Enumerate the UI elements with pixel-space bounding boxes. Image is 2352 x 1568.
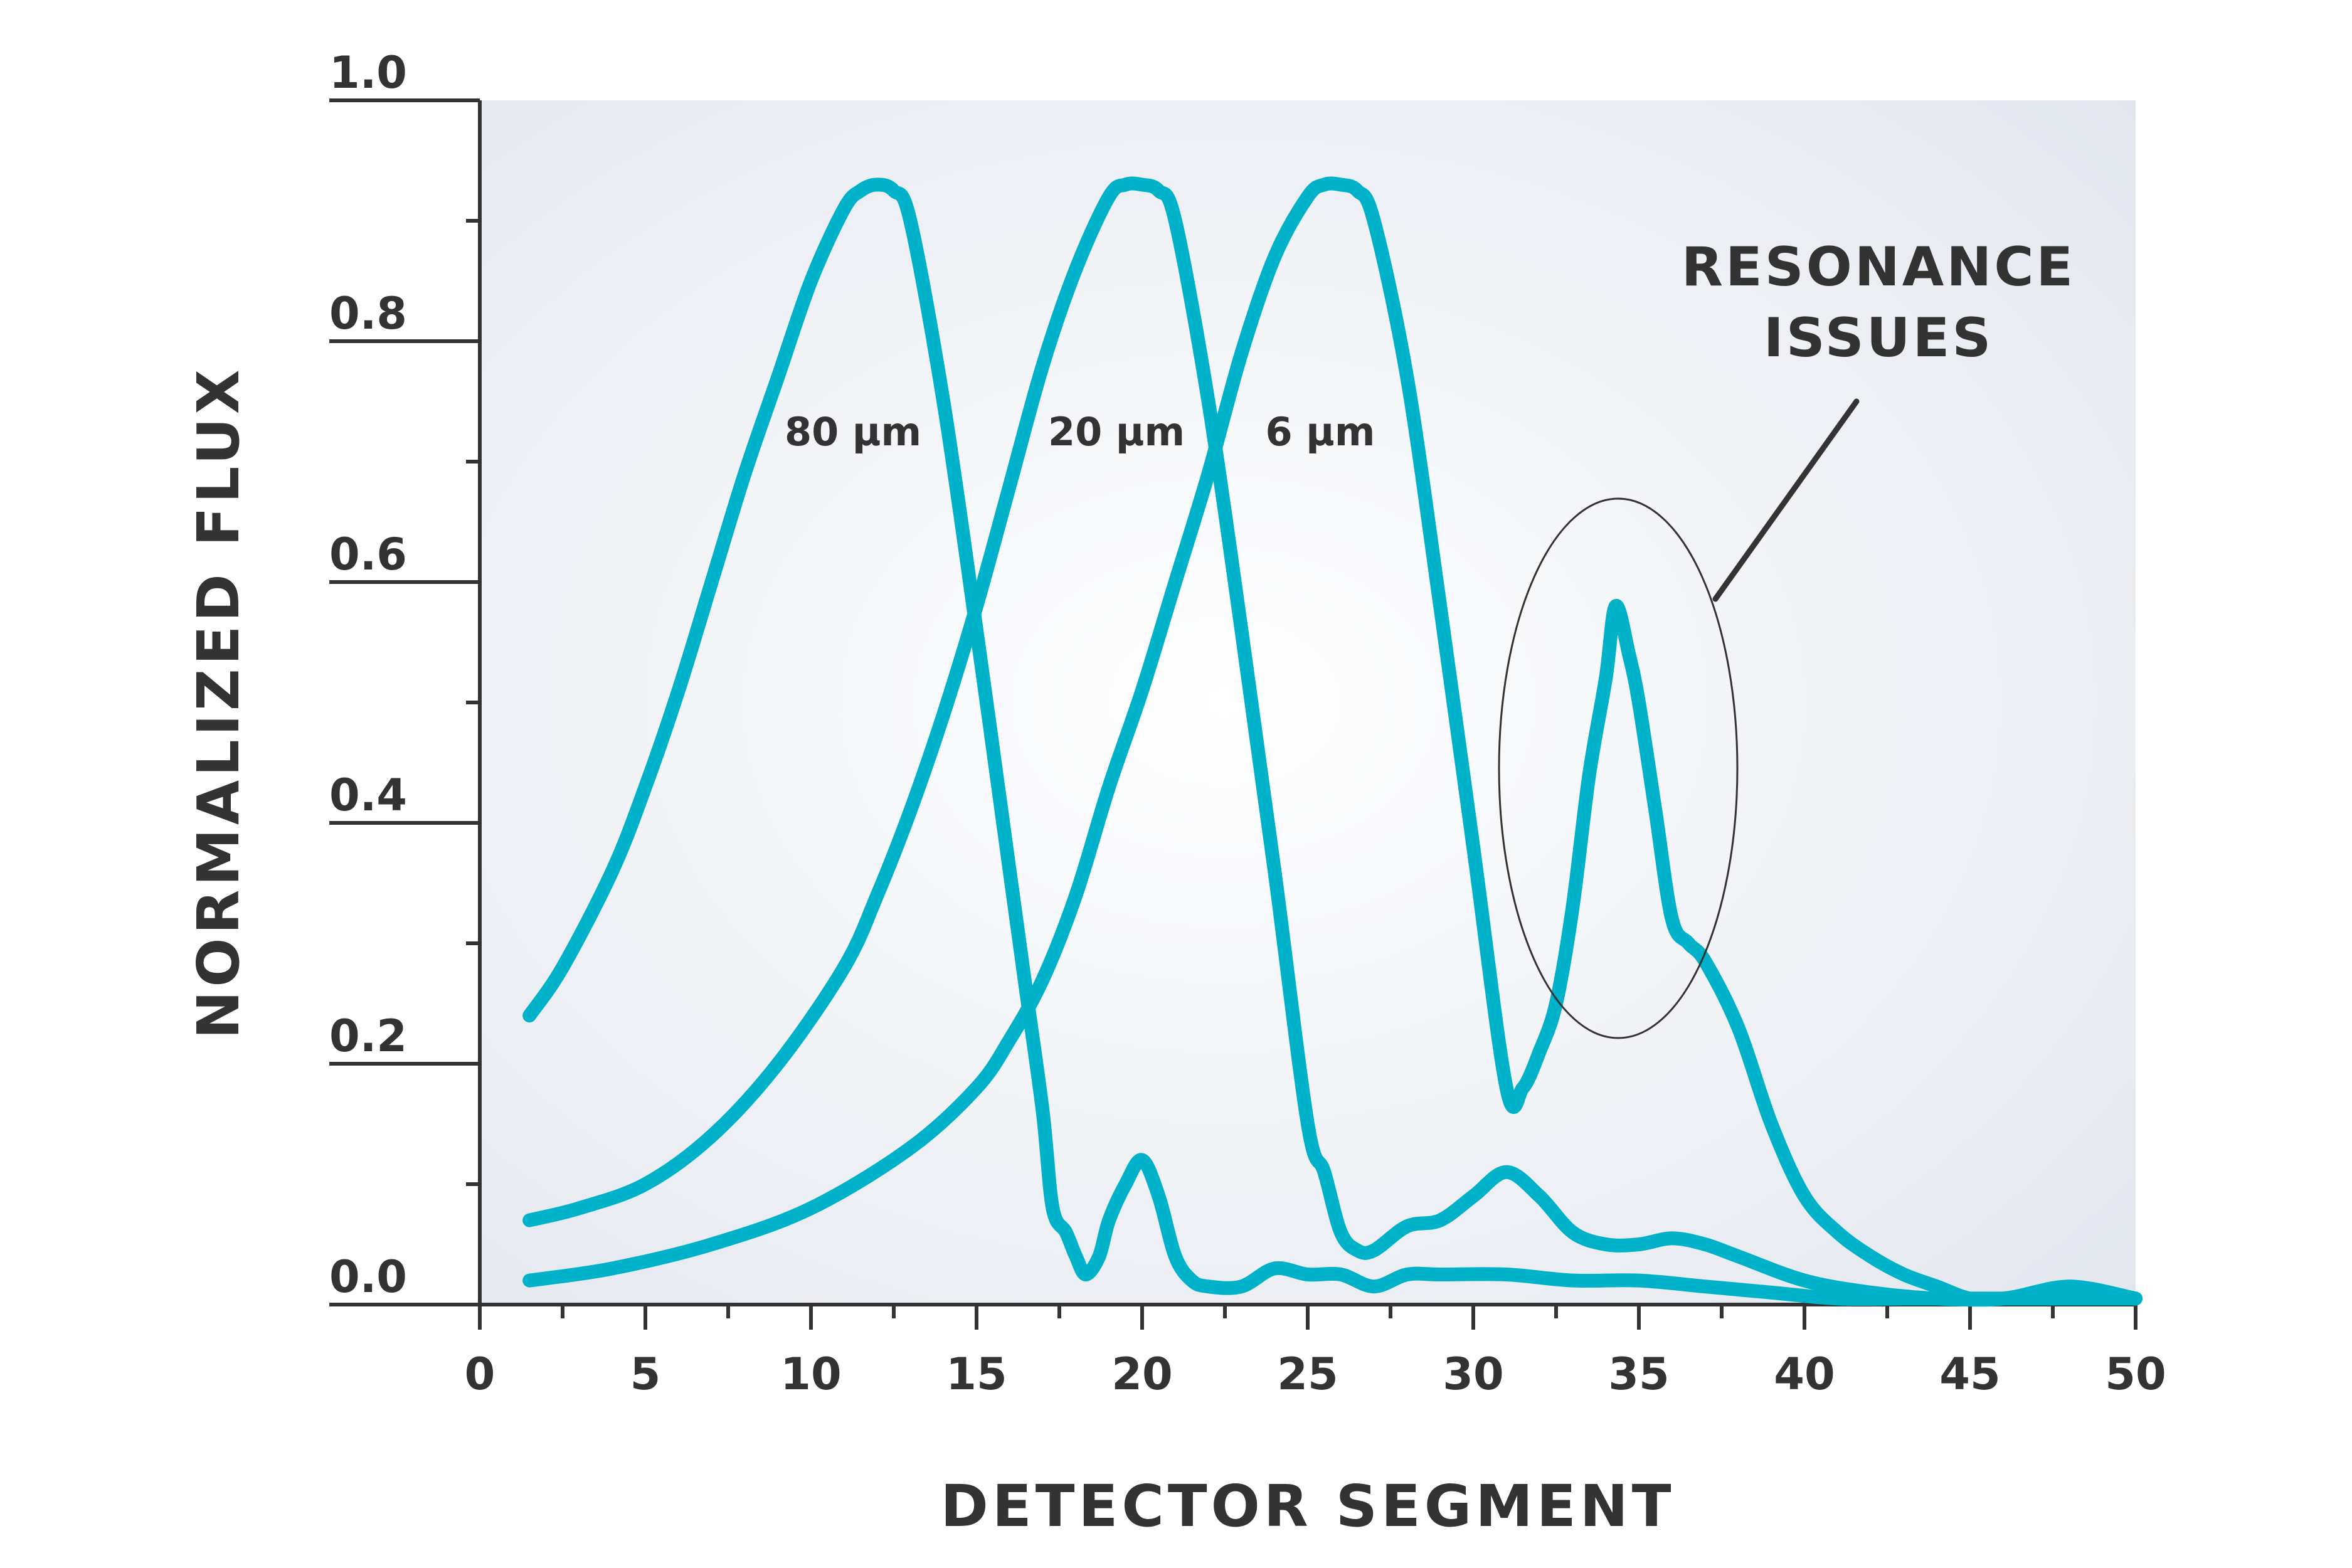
x-tick-label: 35 <box>1608 1348 1669 1400</box>
annotation-leader-line <box>1712 398 1860 602</box>
x-tick-label: 40 <box>1774 1348 1835 1400</box>
x-axis-title: DETECTOR SEGMENT <box>941 1473 1675 1540</box>
series-line-80um <box>522 177 2143 1306</box>
x-tick-label: 10 <box>780 1348 841 1400</box>
y-tick-label: 0.2 <box>329 1010 407 1062</box>
x-tick-label: 50 <box>2105 1348 2166 1400</box>
annotation-text-line-2: ISSUES <box>1764 307 1994 369</box>
y-tick-label: 0.0 <box>329 1251 407 1303</box>
annotation-text-line-1: RESONANCE <box>1682 236 2075 299</box>
series-line-6um <box>522 176 2143 1307</box>
series-label-20um: 20 µm <box>1048 409 1185 455</box>
y-tick-label: 0.6 <box>329 529 407 580</box>
x-tick-label: 25 <box>1277 1348 1338 1400</box>
x-tick-label: 5 <box>630 1348 661 1400</box>
series-label-80um: 80 µm <box>785 409 921 455</box>
x-tick-label: 20 <box>1111 1348 1172 1400</box>
y-axis: 0.0 0.2 0.4 0.6 0.8 1.0 <box>329 47 482 1306</box>
y-tick-label: 1.0 <box>329 47 407 98</box>
y-tick-label: 0.8 <box>329 288 407 339</box>
x-tick-label: 15 <box>946 1348 1007 1400</box>
x-tick-label: 45 <box>1939 1348 2000 1400</box>
y-axis-title: NORMALIZED FLUX <box>185 366 252 1039</box>
resonance-highlight-ellipse <box>1498 497 1739 1039</box>
x-tick-label: 30 <box>1443 1348 1503 1400</box>
series-label-6um: 6 µm <box>1266 409 1375 455</box>
x-axis: 0 5 10 15 20 25 30 35 40 45 50 <box>329 1303 2166 1400</box>
series-group <box>522 176 2143 1307</box>
y-tick-label: 0.4 <box>329 770 407 821</box>
x-tick-label: 0 <box>465 1348 495 1400</box>
series-line-20um <box>522 176 2143 1307</box>
